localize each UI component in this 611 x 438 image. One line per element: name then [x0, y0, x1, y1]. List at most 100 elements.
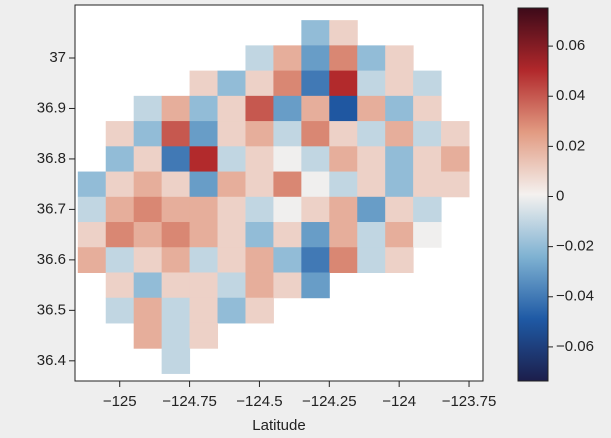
- heatmap-cell: [385, 95, 414, 122]
- heatmap-cell: [245, 121, 274, 147]
- heatmap-cell: [357, 121, 386, 147]
- heatmap-cell: [105, 222, 135, 248]
- heatmap-cell: [273, 45, 302, 72]
- heatmap-cell: [413, 146, 442, 173]
- heatmap-cell: [161, 95, 191, 122]
- heatmap-cell: [357, 45, 386, 72]
- heatmap-cell: [329, 222, 358, 248]
- heatmap-cell: [105, 171, 135, 198]
- heatmap-cell: [133, 196, 163, 223]
- heatmap-cell: [245, 45, 274, 72]
- heatmap-cell: [77, 222, 107, 248]
- heatmap-cell: [273, 171, 302, 198]
- heatmap-cell: [217, 247, 246, 273]
- colorbar-tick-label: 0.04: [556, 87, 585, 104]
- heatmap-cell: [357, 146, 386, 173]
- heatmap-cell: [329, 196, 358, 223]
- heatmap-cell: [161, 297, 191, 324]
- heatmap-cell: [161, 348, 191, 374]
- heatmap-cell: [357, 222, 386, 248]
- heatmap-cell: [161, 272, 191, 299]
- heatmap-cell: [413, 121, 442, 147]
- heatmap-cell: [273, 121, 302, 147]
- heatmap-cell: [329, 146, 358, 173]
- y-tick-label: 36.9: [37, 99, 66, 116]
- heatmap-cell: [105, 247, 135, 273]
- heatmap-cell: [329, 45, 358, 72]
- heatmap-cell: [133, 171, 163, 198]
- heatmap-cell: [301, 70, 330, 97]
- heatmap-cell: [245, 171, 274, 198]
- heatmap-cell: [161, 247, 191, 273]
- heatmap-cell: [105, 146, 135, 173]
- heatmap-cell: [329, 20, 358, 46]
- heatmap-cell: [273, 70, 302, 97]
- heatmap-cell: [133, 146, 163, 173]
- heatmap-cell: [189, 297, 219, 324]
- heatmap-cell: [217, 196, 246, 223]
- y-tick-label: 37: [49, 49, 66, 66]
- heatmap-cell: [217, 121, 246, 147]
- heatmap-cell: [385, 222, 414, 248]
- heatmap-cell: [77, 171, 107, 198]
- heatmap-cell: [245, 297, 274, 324]
- x-axis-label: Latitude: [252, 417, 305, 434]
- heatmap-cell: [245, 247, 274, 273]
- y-tick-label: 36.6: [37, 251, 66, 268]
- colorbar-tick-label: 0.06: [556, 37, 585, 54]
- heatmap-cell: [301, 247, 330, 273]
- heatmap-cell: [161, 121, 191, 147]
- heatmap-cell: [105, 121, 135, 147]
- plot-frame: [74, 4, 484, 382]
- heatmap-cell: [133, 272, 163, 299]
- heatmap-cell: [329, 247, 358, 273]
- heatmap-cell: [161, 322, 191, 349]
- heatmap-cell: [217, 297, 246, 324]
- heatmap-cell: [105, 297, 135, 324]
- colorbar-tick-label: −0.06: [556, 338, 594, 355]
- heatmap-cell: [189, 247, 219, 273]
- heatmap-cell: [105, 196, 135, 223]
- heatmap-cell: [133, 297, 163, 324]
- heatmap-cell: [413, 95, 442, 122]
- heatmap-cell: [385, 70, 414, 97]
- heatmap-cell: [245, 146, 274, 173]
- heatmap-cell: [189, 70, 219, 97]
- heatmap-cell: [133, 322, 163, 349]
- heatmap-cell: [189, 196, 219, 223]
- heatmap-cell: [77, 196, 107, 223]
- heatmap-cell: [189, 222, 219, 248]
- heatmap-cell: [217, 70, 246, 97]
- heatmap-cell: [385, 45, 414, 72]
- heatmap-cell: [77, 247, 107, 273]
- heatmap-cell: [413, 70, 442, 97]
- heatmap-cell: [133, 247, 163, 273]
- heatmap-cell: [357, 70, 386, 97]
- heatmap-cell: [161, 146, 191, 173]
- colorbar-tick-label: 0: [556, 187, 564, 204]
- heatmap-cell: [301, 272, 330, 299]
- heatmap-cell: [273, 247, 302, 273]
- heatmap-cell: [133, 222, 163, 248]
- heatmap-cell: [189, 171, 219, 198]
- heatmap-cell: [161, 222, 191, 248]
- heatmap-cell: [301, 121, 330, 147]
- heatmap-cell: [329, 171, 358, 198]
- heatmap-cell: [161, 196, 191, 223]
- heatmap-cell: [385, 247, 414, 273]
- colorbar: [517, 7, 549, 382]
- colorbar-tick-label: −0.04: [556, 288, 594, 305]
- heatmap-cell: [189, 95, 219, 122]
- heatmap-cell: [245, 196, 274, 223]
- heatmap-cell: [301, 171, 330, 198]
- heatmap-cell: [273, 146, 302, 173]
- x-tick-label: −124.75: [162, 393, 217, 410]
- heatmap-cell: [133, 95, 163, 122]
- heatmap-cell: [273, 95, 302, 122]
- x-tick-label: −124.25: [302, 393, 357, 410]
- heatmap-cell: [189, 272, 219, 299]
- heatmap-cell: [245, 222, 274, 248]
- colorbar-tick-label: 0.02: [556, 137, 585, 154]
- heatmap-cell: [161, 171, 191, 198]
